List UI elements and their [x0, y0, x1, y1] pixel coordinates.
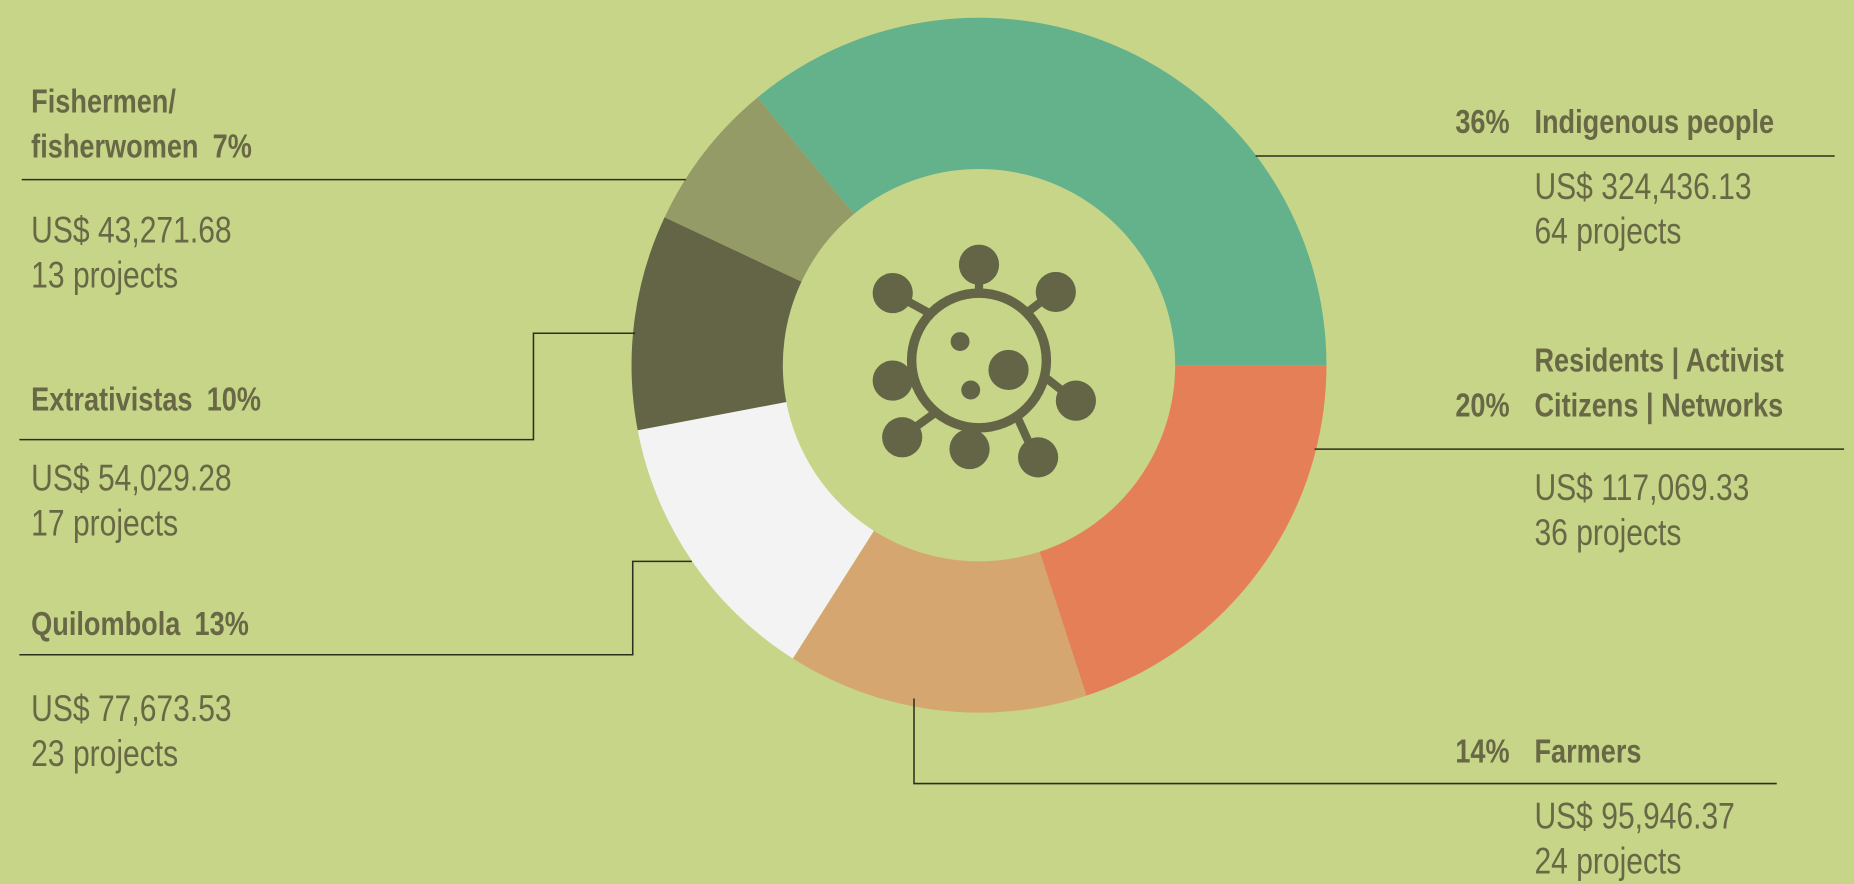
leader-line [19, 332, 636, 441]
amount-label: US$ 324,436.13 [1534, 167, 1751, 207]
category-label: Quilombola [31, 607, 181, 643]
percent-label: 10% [207, 382, 261, 418]
donut [631, 17, 1327, 713]
percent-label: 20% [1455, 388, 1509, 424]
projects-label: 36 projects [1534, 513, 1681, 553]
amount-label: US$ 117,069.33 [1534, 468, 1749, 508]
donut-slice [757, 17, 1327, 366]
category-label: Indigenous people [1534, 104, 1774, 140]
percent-label: 13% [195, 607, 249, 643]
category-label: Extrativistas [31, 382, 192, 418]
percent-label: 14% [1455, 734, 1509, 770]
amount-label: US$ 43,271.68 [31, 211, 231, 251]
amount-label: US$ 95,946.37 [1534, 797, 1734, 837]
projects-label: 64 projects [1534, 212, 1681, 252]
amount-label: US$ 54,029.28 [31, 459, 231, 499]
virus-icon [872, 244, 1096, 478]
donut-slice [664, 97, 854, 282]
donut-slice [637, 401, 874, 659]
donut-slice [792, 530, 1087, 713]
projects-label: 13 projects [31, 256, 178, 296]
category-label: Residents | Activist Citizens | Networks [1534, 343, 1783, 424]
percent-label: 7% [213, 129, 252, 165]
projects-label: 23 projects [31, 734, 178, 774]
amount-label: US$ 77,673.53 [31, 689, 231, 729]
percent-label: 36% [1455, 104, 1509, 140]
category-label: Farmers [1534, 734, 1641, 770]
leader-line [913, 698, 1777, 785]
projects-label: 24 projects [1534, 842, 1681, 882]
category-label: Fishermen/fisherwomen [31, 84, 198, 165]
donut-slice [631, 217, 802, 431]
donut-slice [1039, 365, 1327, 696]
leader-line [19, 560, 692, 656]
projects-label: 17 projects [31, 504, 178, 544]
